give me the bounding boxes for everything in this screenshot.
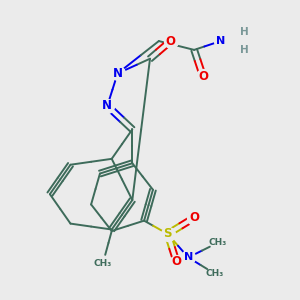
- Text: O: O: [198, 70, 208, 83]
- Text: H: H: [240, 27, 249, 37]
- Text: CH₃: CH₃: [206, 269, 224, 278]
- Text: H: H: [240, 45, 249, 55]
- Text: O: O: [166, 34, 176, 48]
- Text: CH₃: CH₃: [94, 259, 112, 268]
- Text: CH₃: CH₃: [208, 238, 227, 247]
- Text: N: N: [184, 253, 193, 262]
- Text: N: N: [112, 67, 123, 80]
- Text: O: O: [189, 211, 199, 224]
- Text: S: S: [164, 227, 172, 240]
- Text: N: N: [216, 36, 225, 46]
- Text: N: N: [102, 99, 112, 112]
- Text: O: O: [172, 255, 182, 268]
